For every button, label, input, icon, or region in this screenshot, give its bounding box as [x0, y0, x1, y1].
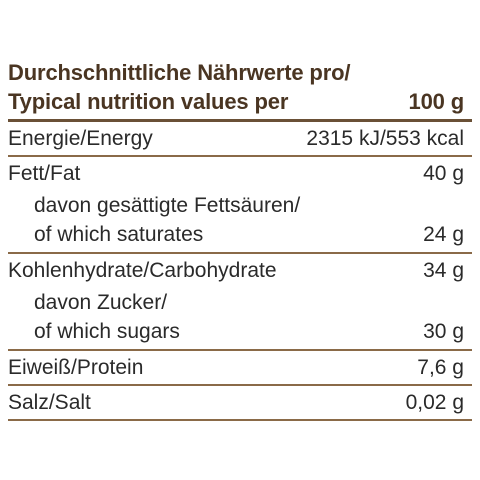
row-divider: [8, 384, 472, 386]
row-salt: Salz/Salt 0,02 g: [8, 386, 472, 419]
row-fat: Fett/Fat 40 g: [8, 157, 472, 190]
row-label: Eiweiß/Protein: [8, 356, 144, 379]
row-label-line2: of which saturates: [34, 223, 204, 246]
row-carbohydrate: Kohlenhydrate/Carbohydrate 34 g: [8, 254, 472, 287]
table-bottom-rule: [8, 419, 472, 421]
row-value: 40 g: [423, 162, 464, 185]
row-protein: Eiweiß/Protein 7,6 g: [8, 351, 472, 384]
header-title-german: Durchschnittliche Nährwerte pro/: [8, 60, 351, 85]
nutrition-table: Durchschnittliche Nährwerte pro/ Typical…: [8, 58, 472, 421]
table-header: Durchschnittliche Nährwerte pro/ Typical…: [8, 58, 472, 116]
header-per-amount: 100 g: [408, 89, 464, 114]
row-label: Fett/Fat: [8, 162, 81, 185]
row-value: 34 g: [423, 259, 464, 282]
row-value: 24 g: [423, 223, 464, 246]
row-value: 0,02 g: [405, 391, 464, 414]
row-divider: [8, 155, 472, 157]
row-sugars: davon Zucker/ of which sugars 30 g: [8, 287, 472, 349]
row-label: Salz/Salt: [8, 391, 91, 414]
row-divider: [8, 349, 472, 351]
row-value: 7,6 g: [417, 356, 464, 379]
row-energy: Energie/Energy 2315 kJ/553 kcal: [8, 122, 472, 155]
row-sub-line: of which saturates 24 g: [34, 220, 464, 249]
row-sub-line: of which sugars 30 g: [34, 317, 464, 346]
row-label: Kohlenhydrate/Carbohydrate: [8, 259, 277, 282]
row-label-line1: davon Zucker/: [34, 291, 168, 314]
header-title-english: Typical nutrition values per: [8, 89, 289, 114]
row-value: 2315 kJ/553 kcal: [306, 127, 464, 150]
row-label-line1: davon gesättigte Fettsäuren/: [34, 194, 301, 217]
row-label: Energie/Energy: [8, 127, 153, 150]
row-saturates: davon gesättigte Fettsäuren/ of which sa…: [8, 190, 472, 252]
row-divider: [8, 252, 472, 254]
header-row: Typical nutrition values per 100 g: [8, 87, 472, 116]
row-value: 30 g: [423, 320, 464, 343]
row-label-line2: of which sugars: [34, 320, 180, 343]
header-divider: [8, 119, 472, 122]
